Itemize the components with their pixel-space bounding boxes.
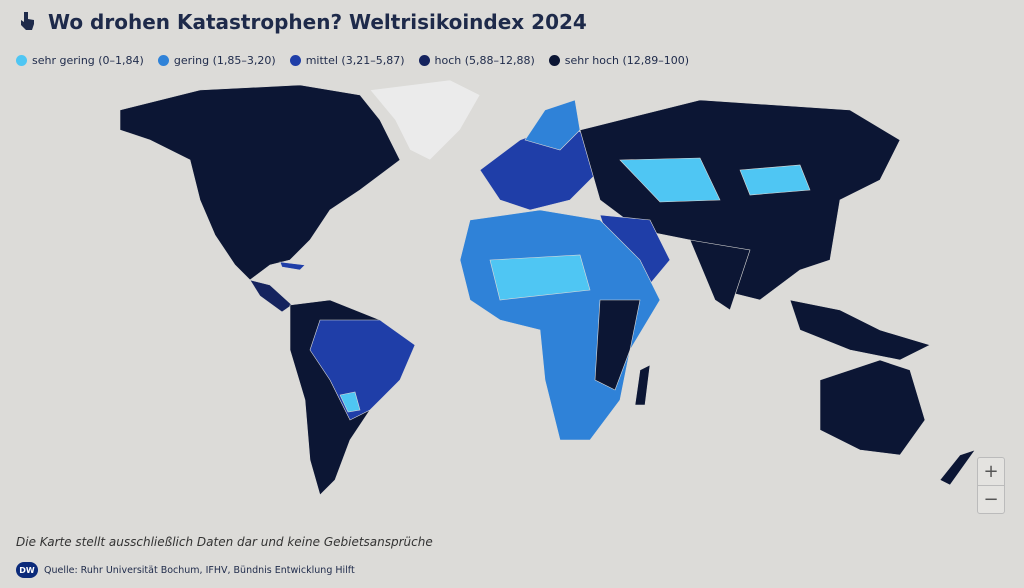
- australia: [819, 359, 926, 456]
- legend-swatch: [548, 55, 560, 66]
- zoom-in[interactable]: +: [983, 461, 999, 482]
- central-america: [249, 279, 293, 313]
- madagascar: [634, 364, 651, 406]
- legend-item: sehr hoch (12,89–100): [548, 54, 690, 67]
- legend-swatch: [157, 55, 169, 66]
- logo: DW: [16, 562, 38, 578]
- mongolia: [739, 164, 811, 196]
- legend-item: sehr gering (0–1,84): [16, 54, 144, 67]
- zoom-out[interactable]: −: [978, 485, 1004, 513]
- legend-item: gering (1,85–3,20): [157, 54, 276, 67]
- legend-swatch: [16, 55, 27, 66]
- legend-label: mittel (3,21–5,87): [305, 54, 405, 67]
- legend-swatch: [289, 55, 301, 66]
- cuba: [279, 261, 306, 271]
- source-text: Quelle: Ruhr Universität Bochum, IFHV, B…: [44, 564, 355, 576]
- sahel: [489, 254, 591, 301]
- legend-swatch: [418, 55, 430, 66]
- legend-label: hoch (5,88–12,88): [434, 54, 535, 67]
- north-america: [119, 84, 401, 281]
- legend: sehr gering (0–1,84) gering (1,85–3,20) mi…: [16, 54, 689, 67]
- pointer-icon: [21, 12, 34, 30]
- kazakhstan: [619, 157, 721, 203]
- zoom-control: + −: [977, 457, 1005, 514]
- title: Wo drohen Katastrophen? Weltrisikoindex …: [48, 10, 587, 34]
- legend-label: gering (1,85–3,20): [173, 54, 276, 67]
- paraguay: [339, 391, 361, 413]
- southeast-asia: [789, 299, 931, 361]
- legend-label: sehr hoch (12,89–100): [564, 54, 690, 67]
- brazil: [309, 319, 416, 421]
- note: Die Karte stellt ausschließlich Daten da…: [16, 535, 433, 549]
- scandinavia: [524, 99, 581, 151]
- greenland: [369, 79, 481, 161]
- legend-item: mittel (3,21–5,87): [289, 54, 405, 67]
- new-zealand: [939, 449, 976, 486]
- legend-item: hoch (5,88–12,88): [418, 54, 535, 67]
- legend-label: sehr gering (0–1,84): [32, 54, 144, 67]
- east-africa: [594, 299, 641, 391]
- source: DW Quelle: Ruhr Universität Bochum, IFHV…: [16, 562, 355, 578]
- india: [689, 239, 751, 311]
